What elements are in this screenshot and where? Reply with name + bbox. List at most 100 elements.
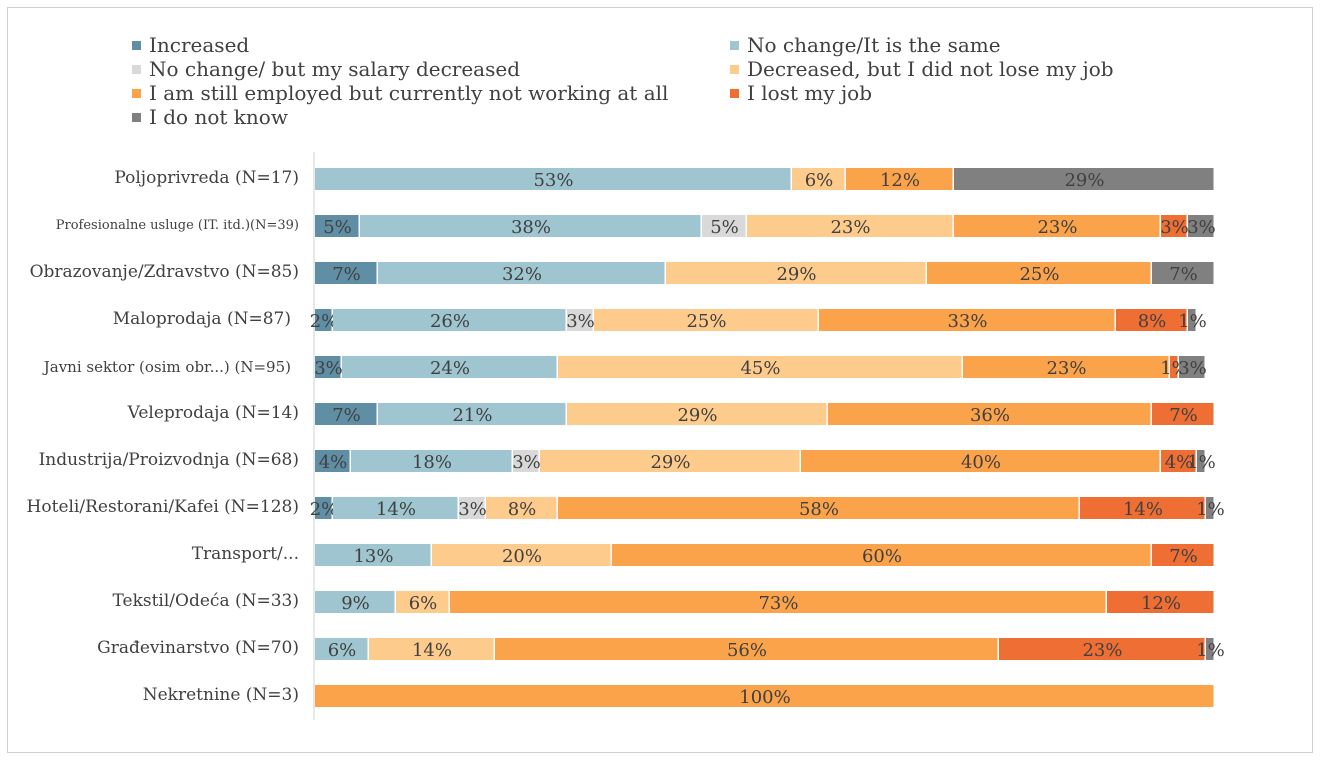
category-label: Tekstil/Odeća (N=33): [112, 591, 300, 612]
data-label: 60%: [862, 546, 902, 567]
data-label: 18%: [412, 452, 452, 473]
legend-swatch: [730, 65, 739, 74]
bar-segment: [801, 450, 1160, 472]
bar-segment: [360, 215, 701, 237]
bar-segment: [1179, 356, 1205, 378]
bar-segment: [1197, 450, 1205, 472]
category-label: Industrija/Proizvodnja (N=68): [38, 450, 299, 471]
data-label: 29%: [677, 405, 717, 426]
bar-segment: [954, 215, 1160, 237]
data-label: 45%: [740, 358, 780, 379]
bar-segment: [999, 638, 1205, 660]
data-label: 36%: [970, 405, 1010, 426]
bar-segment: [558, 356, 962, 378]
legend-item: I am still employed but currently not wo…: [132, 82, 668, 104]
legend-swatch: [730, 41, 739, 50]
bar-segment: [1152, 403, 1214, 425]
data-label: 29%: [1064, 170, 1104, 191]
data-label: 3%: [1160, 217, 1189, 238]
bar-segment: [315, 262, 377, 284]
legend-item: I lost my job: [730, 82, 872, 104]
data-label: 3%: [458, 499, 487, 520]
legend-swatch: [730, 89, 739, 98]
bar-segment: [963, 356, 1169, 378]
bar-segment: [666, 262, 926, 284]
bar-segment: [369, 638, 494, 660]
bar-segment: [450, 591, 1106, 613]
data-label: 23%: [1082, 640, 1122, 661]
category-label: Obrazovanje/Zdravstvo (N=85): [29, 262, 299, 283]
legend-label: No change/It is the same: [747, 33, 1001, 57]
data-label: 23%: [1037, 217, 1077, 238]
data-label: 21%: [452, 405, 492, 426]
bar-segment: [567, 309, 593, 331]
category-label: Javni sektor (osim obr...) (N=95): [43, 357, 291, 376]
data-label: 7%: [1169, 546, 1198, 567]
data-label: 14%: [412, 640, 452, 661]
data-label: 33%: [947, 311, 987, 332]
category-label: Poljoprivreda (N=17): [114, 168, 299, 189]
data-label: 2%: [310, 499, 339, 520]
bar-segment: [558, 497, 1079, 519]
data-label: 14%: [376, 499, 416, 520]
data-label: 40%: [961, 452, 1001, 473]
bar-segment: [567, 403, 827, 425]
bar-segment: [1188, 215, 1214, 237]
bar-segment: [315, 685, 1214, 707]
bar-segment: [396, 591, 449, 613]
category-label: Hoteli/Restorani/Kafei (N=128): [26, 497, 299, 518]
bar-segment: [1161, 215, 1187, 237]
legend-item: Increased: [132, 34, 249, 56]
data-label: 6%: [409, 593, 438, 614]
data-label: 3%: [566, 311, 595, 332]
bar-segment: [1116, 309, 1187, 331]
category-label: Građevinarstvo (N=70): [97, 638, 299, 659]
legend-swatch: [132, 89, 141, 98]
legend-item: No change/It is the same: [730, 34, 1001, 56]
bar-segment: [486, 497, 557, 519]
data-label: 53%: [533, 170, 573, 191]
bar-segment: [927, 262, 1151, 284]
legend-label: I lost my job: [747, 81, 873, 105]
bar-segment: [1080, 497, 1205, 519]
data-label: 12%: [1141, 593, 1181, 614]
legend-swatch: [132, 65, 141, 74]
category-label: Maloprodaja (N=87): [112, 309, 291, 330]
bar-segment: [378, 262, 665, 284]
bar-segment: [315, 450, 350, 472]
bar-segment: [315, 356, 341, 378]
data-label: 29%: [650, 452, 690, 473]
bar-segment: [1206, 638, 1214, 660]
data-label: 3%: [512, 452, 541, 473]
data-label: 4%: [1165, 452, 1194, 473]
data-label: 8%: [508, 499, 537, 520]
bar-segment: [333, 309, 566, 331]
legend-label: Decreased, but I did not lose my job: [747, 57, 1114, 81]
bar-segment: [954, 168, 1214, 190]
bar-segment: [1107, 591, 1214, 613]
bar-segment: [846, 168, 953, 190]
bar-segment: [1152, 262, 1214, 284]
bar-segment: [315, 497, 332, 519]
legend-item: No change/ but my salary decreased: [132, 58, 520, 80]
data-label: 56%: [727, 640, 767, 661]
bar-segment: [819, 309, 1115, 331]
data-label: 12%: [880, 170, 920, 191]
data-label: 14%: [1123, 499, 1163, 520]
data-label: 24%: [430, 358, 470, 379]
data-label: 5%: [710, 217, 739, 238]
data-label: 6%: [805, 170, 834, 191]
category-label: Nekretnine (N=3): [142, 685, 299, 706]
data-label: 5%: [323, 217, 352, 238]
data-label: 100%: [739, 687, 790, 708]
legend-label: No change/ but my salary decreased: [149, 57, 521, 81]
bar-segment: [342, 356, 557, 378]
bar-segment: [513, 450, 539, 472]
legend-swatch: [132, 113, 141, 122]
chart-frame: [7, 7, 1313, 753]
legend: Increased No change/It is the same No chan…: [132, 34, 1292, 134]
bar-segment: [315, 638, 368, 660]
bar-segment: [315, 309, 332, 331]
legend-item: I do not know: [132, 106, 288, 128]
